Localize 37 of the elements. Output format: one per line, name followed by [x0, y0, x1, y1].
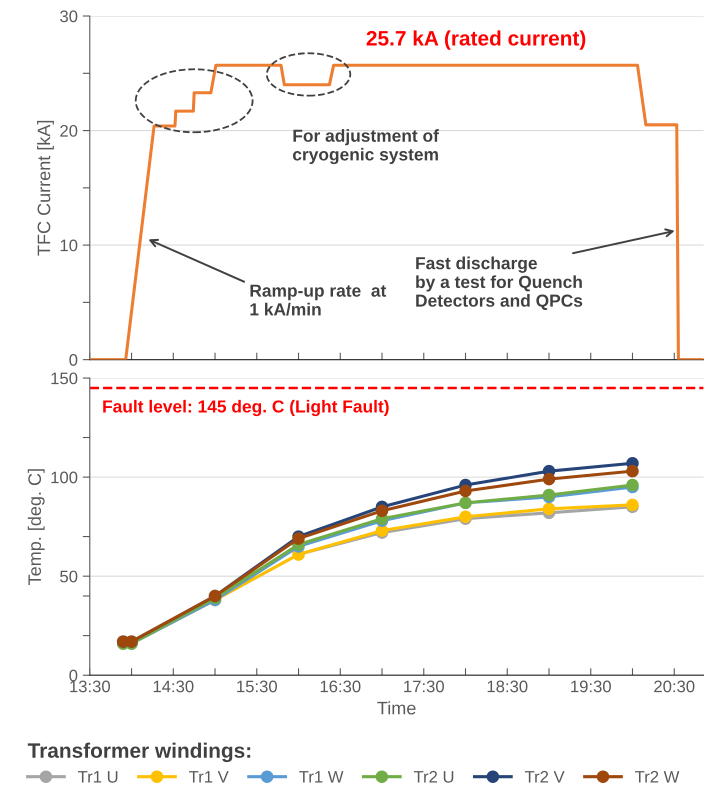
y-tick-label: 150 [51, 372, 78, 384]
y-tick-label: 0 [69, 670, 78, 682]
y-tick-label: 20 [60, 124, 78, 137]
x-tick-label: 16:30 [320, 680, 360, 692]
legend-title: Transformer windings: [28, 742, 250, 762]
legend-label: Tr2 W [635, 770, 680, 783]
point [459, 484, 472, 498]
legend-label: Tr1 W [299, 771, 344, 783]
x-tick-label: 13:30 [70, 680, 110, 692]
point [542, 502, 556, 516]
y-tick-label: 10 [60, 240, 78, 252]
annotation: Fast discharge by a test for Quench Detectors and QPCs [416, 256, 582, 310]
x-tick-label: 20:30 [654, 680, 694, 692]
y-axis-title: TFC Current [kA] [37, 120, 54, 256]
point [376, 504, 388, 518]
y-tick-label: 30 [60, 10, 78, 22]
annotation: 25.7 kA (rated current) [366, 30, 586, 50]
annotation: Ramp-up rate at 1 kA/min [250, 284, 386, 316]
y-tick-label: 100 [51, 472, 78, 484]
y-tick-label: 0 [69, 354, 78, 366]
x-axis-title: Time [377, 701, 416, 714]
x-tick-label: 14:30 [154, 680, 194, 692]
legend-label: Tr2 U [414, 770, 454, 783]
x-tick-label: 19:30 [571, 680, 611, 692]
legend-label: Tr1 V [189, 771, 229, 783]
annotation: For adjustment of cryogenic system [292, 129, 439, 164]
point [542, 472, 556, 486]
y-axis-title: Temp. [deg. C] [28, 469, 45, 585]
legend-label: Tr1 U [78, 771, 118, 783]
ref-line-label: Fault level: 145 deg. C (Light Fault) [103, 400, 389, 416]
point [626, 464, 639, 478]
x-tick-label: 15:30 [237, 680, 277, 692]
x-tick-label: 18:30 [488, 680, 528, 692]
y-tick-label: 50 [60, 570, 78, 582]
x-tick-label: 17:30 [404, 680, 444, 692]
legend-label: Tr2 V [524, 770, 565, 783]
line-series [90, 64, 704, 360]
